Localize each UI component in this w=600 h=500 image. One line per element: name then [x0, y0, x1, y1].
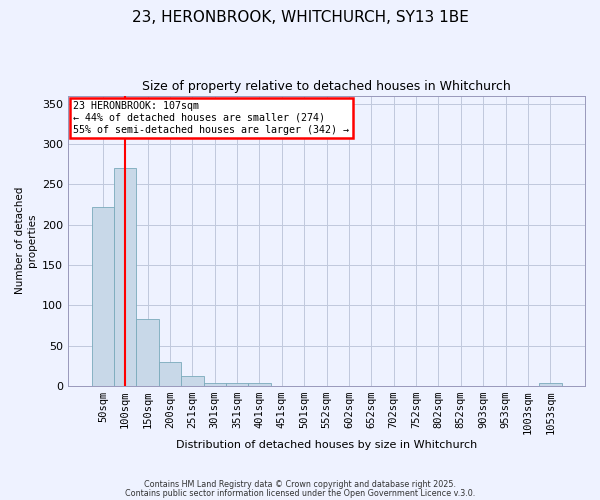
Bar [226, 384, 248, 386]
Title: Size of property relative to detached houses in Whitchurch: Size of property relative to detached ho… [142, 80, 511, 93]
X-axis label: Distribution of detached houses by size in Whitchurch: Distribution of detached houses by size … [176, 440, 477, 450]
Bar [114, 168, 136, 386]
Bar [92, 207, 114, 386]
Text: 23 HERONBROOK: 107sqm
← 44% of detached houses are smaller (274)
55% of semi-det: 23 HERONBROOK: 107sqm ← 44% of detached … [73, 102, 349, 134]
Bar [136, 319, 159, 386]
Bar [181, 376, 203, 386]
Bar [248, 382, 271, 386]
Bar [539, 384, 562, 386]
Bar [203, 382, 226, 386]
Text: 23, HERONBROOK, WHITCHURCH, SY13 1BE: 23, HERONBROOK, WHITCHURCH, SY13 1BE [131, 10, 469, 25]
Y-axis label: Number of detached
properties: Number of detached properties [15, 187, 37, 294]
Bar [159, 362, 181, 386]
Text: Contains public sector information licensed under the Open Government Licence v.: Contains public sector information licen… [125, 488, 475, 498]
Text: Contains HM Land Registry data © Crown copyright and database right 2025.: Contains HM Land Registry data © Crown c… [144, 480, 456, 489]
